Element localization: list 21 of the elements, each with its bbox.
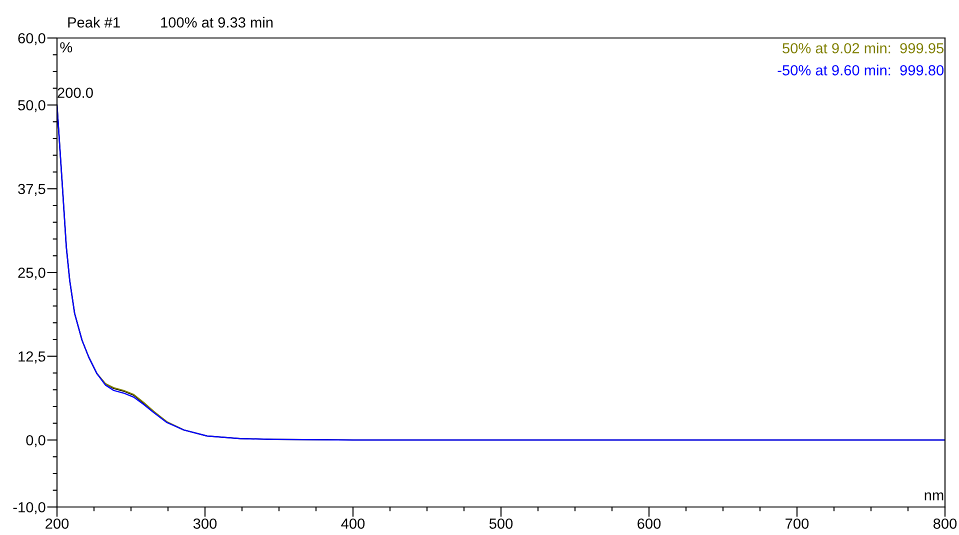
y-tick-label: -10,0 (13, 502, 46, 514)
y-tick-label: 50,0 (18, 100, 46, 112)
annotation: 200.0 (58, 88, 93, 98)
y-axis-title: % (60, 42, 72, 52)
chart-title: Peak #1 (68, 16, 120, 28)
x-tick-label: 500 (489, 518, 513, 529)
x-tick-label: 700 (786, 518, 809, 529)
x-axis-title: nm (924, 492, 944, 500)
text: 50% at 9.02 min: 999.95 (782, 42, 944, 54)
x-tick-label: 300 (193, 518, 217, 529)
y-tick-label: 0,0 (26, 435, 46, 448)
y-tick-label: 60,0 (18, 33, 46, 46)
x-tick-label: 200 (46, 518, 69, 529)
x-tick-label: 600 (638, 518, 661, 529)
y-tick-label: 37,5 (18, 184, 46, 196)
y-tick-label: 12,5 (18, 351, 46, 364)
x-tick-label: 800 (933, 518, 957, 529)
text: 100% at 9.33 min (161, 16, 273, 28)
y-tick-label: 25,0 (18, 268, 46, 280)
text: -50% at 9.60 min: 999.80 (778, 64, 944, 76)
x-tick-label: 400 (341, 518, 365, 529)
